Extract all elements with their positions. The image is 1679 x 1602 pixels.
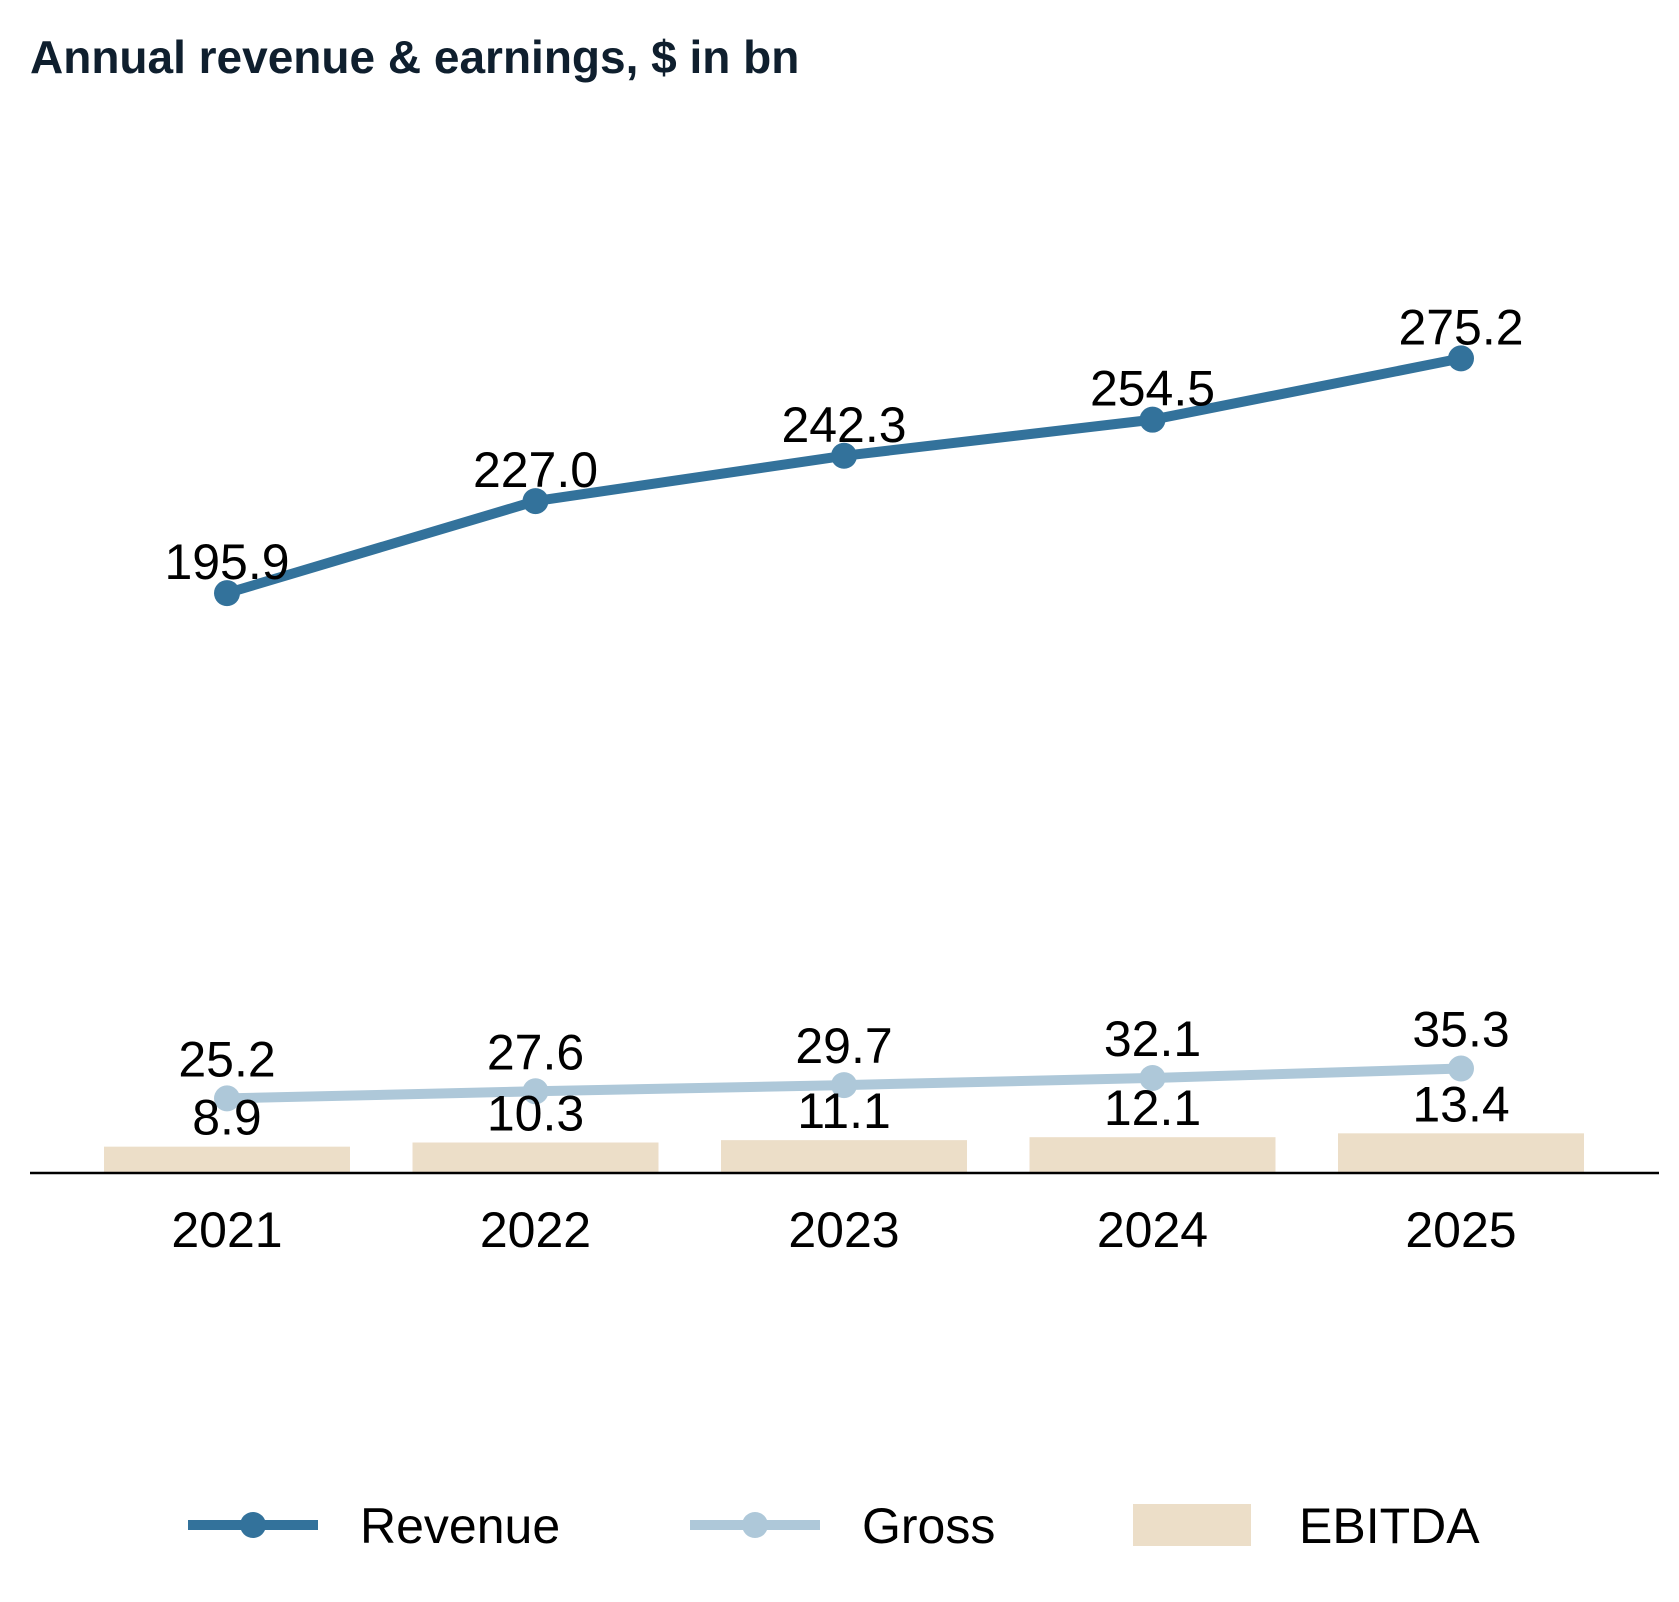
gross-label-2024: 32.1 (1104, 1011, 1201, 1067)
x-tick-label-2023: 2023 (788, 1202, 899, 1258)
ebitda-bar-2025 (1338, 1133, 1584, 1173)
revenue-label-2021: 195.9 (164, 534, 289, 590)
ebitda-label-2024: 12.1 (1104, 1080, 1201, 1136)
legend-marker-gross (742, 1512, 768, 1538)
revenue-point-2024 (1139, 406, 1166, 433)
legend-item-gross: Gross (690, 1498, 995, 1554)
ebitda-bar-2021 (104, 1146, 350, 1173)
legend-marker-revenue (240, 1512, 266, 1538)
x-tick-label-2025: 2025 (1405, 1202, 1516, 1258)
gross-label-2023: 29.7 (795, 1018, 892, 1074)
chart-title: Annual revenue & earnings, $ in bn (30, 31, 800, 83)
revenue-point-2021 (214, 580, 240, 607)
x-tick-label-2021: 2021 (171, 1202, 282, 1258)
ebitda-label-2021: 8.9 (192, 1090, 262, 1146)
line-series (214, 345, 1474, 1112)
ebitda-label-2025: 13.4 (1412, 1076, 1509, 1132)
revenue-line (225, 353, 1462, 598)
gross-label-2022: 27.6 (487, 1024, 584, 1080)
ebitda-bars (104, 1133, 1584, 1173)
legend-item-revenue: Revenue (188, 1498, 560, 1554)
gross-point-2025 (1448, 1055, 1474, 1082)
ebitda-label-2022: 10.3 (487, 1086, 584, 1142)
ebitda-label-2023: 11.1 (797, 1083, 891, 1139)
x-tick-label-2022: 2022 (480, 1202, 591, 1258)
gross-label-2025: 35.3 (1412, 1002, 1509, 1058)
x-axis-ticks: 2021 2022 2023 2024 2025 (171, 1202, 1516, 1258)
revenue-label-2025: 275.2 (1398, 299, 1523, 355)
revenue-point-2023 (831, 442, 857, 469)
revenue-point-2022 (522, 488, 549, 515)
gross-label-2021: 25.2 (178, 1031, 275, 1087)
ebitda-bar-2022 (412, 1142, 659, 1173)
x-tick-label-2024: 2024 (1097, 1202, 1208, 1258)
gross-point-2021 (214, 1085, 240, 1112)
revenue-label-2022: 227.0 (473, 442, 598, 498)
gross-point-2024 (1139, 1064, 1166, 1091)
gross-point-2022 (522, 1078, 549, 1105)
legend-label-revenue: Revenue (360, 1498, 560, 1554)
legend: Revenue Gross EBITDA (188, 1498, 1480, 1554)
revenue-point-2025 (1448, 345, 1474, 372)
revenue-label-2024: 254.5 (1090, 361, 1215, 417)
revenue-label-2023: 242.3 (781, 397, 906, 453)
data-labels: 195.9 227.0 242.3 254.5 275.2 25.2 27.6 29.7 32.… (164, 299, 1523, 1145)
legend-label-gross: Gross (862, 1498, 995, 1554)
legend-item-ebitda: EBITDA (1133, 1498, 1480, 1554)
legend-label-ebitda: EBITDA (1299, 1498, 1480, 1554)
ebitda-bar-2024 (1029, 1137, 1276, 1173)
gross-point-2023 (831, 1072, 857, 1099)
ebitda-bar-2023 (721, 1140, 967, 1173)
legend-swatch-ebitda (1133, 1504, 1251, 1546)
